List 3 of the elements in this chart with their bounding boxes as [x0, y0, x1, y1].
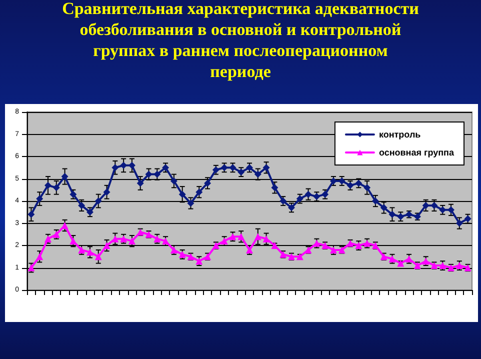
chart-title: Сравнительная характеристика адекватности обезболивания в основной и контрольной группах в раннем послеоперационном периоде: [61, 0, 420, 82]
legend-label: основная группа: [378, 148, 455, 158]
legend-label: контроль: [378, 130, 422, 140]
